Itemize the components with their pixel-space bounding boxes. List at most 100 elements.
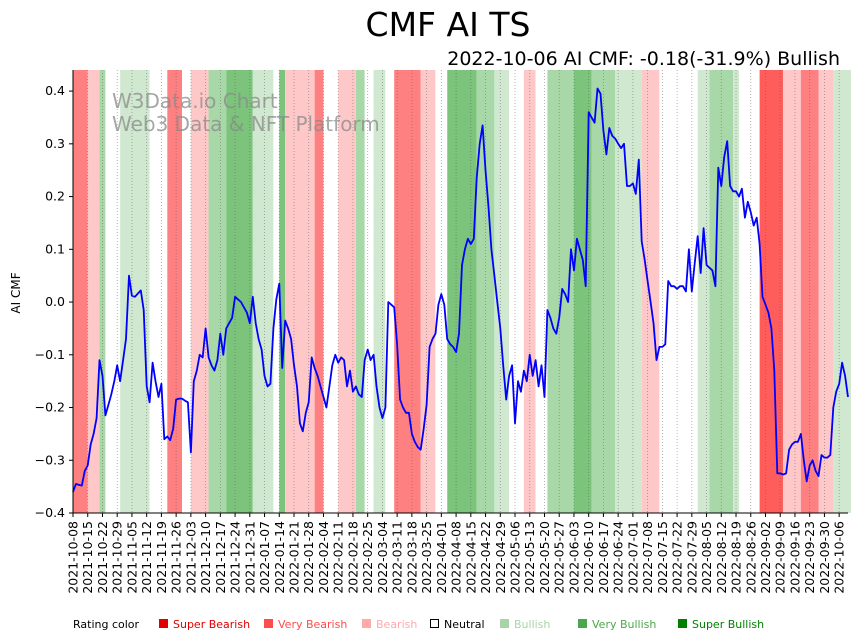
- x-tick-label: 2022-06-10: [581, 521, 596, 594]
- y-tick-label: −0.2: [35, 400, 65, 415]
- legend-swatch: [362, 619, 371, 628]
- chart-subtitle: 2022-10-06 AI CMF: -0.18(-31.9%) Bullish: [447, 48, 840, 70]
- rating-band-very_bullish: [591, 70, 616, 513]
- x-tick-label: 2022-07-01: [625, 521, 640, 594]
- rating-band-bearish: [190, 70, 209, 513]
- legend-swatch: [678, 619, 687, 628]
- rating-band-bullish: [252, 70, 274, 513]
- x-tick-label: 2022-07-29: [684, 521, 699, 594]
- rating-band-neutral: [182, 70, 191, 513]
- x-tick-label: 2022-09-23: [802, 521, 817, 594]
- x-tick-label: 2022-04-29: [493, 521, 508, 594]
- axes: −0.4 −0.3 −0.2 −0.1 0.0 0.1 0.2 0.3 0.4 2021-10-0…: [35, 70, 848, 594]
- x-tick-label: 2022-07-08: [640, 521, 655, 594]
- legend-item-neutral: Neutral: [444, 618, 485, 631]
- x-tick-label: 2022-09-02: [758, 521, 773, 594]
- x-tick-label: 2022-05-27: [552, 521, 567, 594]
- x-tick-label: 2022-03-04: [375, 521, 390, 594]
- rating-band-bullish: [494, 70, 510, 513]
- x-tick-label: 2022-05-20: [537, 521, 552, 594]
- y-tick-label: −0.1: [35, 347, 65, 362]
- x-tick-label: 2022-06-17: [596, 521, 611, 594]
- rating-band-very_bullish: [547, 70, 574, 513]
- rating-band-bullish: [833, 70, 851, 513]
- y-tick-label: 0.0: [45, 294, 65, 309]
- rating-band-very_bearish: [314, 70, 324, 513]
- rating-band-neutral: [149, 70, 168, 513]
- x-tick-label: 2021-12-24: [228, 521, 243, 594]
- series-layer: [72, 87, 849, 493]
- rating-band-very_bullish: [208, 70, 227, 513]
- rating-band-bullish: [615, 70, 642, 513]
- watermark-line-2: Web3 Data & NFT Platform: [112, 112, 380, 136]
- x-tick-label: 2022-10-06: [832, 521, 847, 594]
- rating-band-neutral: [364, 70, 374, 513]
- y-tick-label: −0.3: [35, 452, 65, 467]
- rating-band-neutral: [509, 70, 524, 513]
- rating-band-bearish: [338, 70, 356, 513]
- x-tick-label: 2022-02-11: [331, 521, 346, 594]
- x-tick-label: 2022-04-01: [434, 521, 449, 594]
- rating-band-bullish: [120, 70, 150, 513]
- rating-bands: [73, 70, 851, 513]
- legend-title: Rating color: [73, 618, 140, 631]
- x-tick-label: 2021-11-26: [169, 521, 184, 594]
- legend-item-very-bullish: Very Bullish: [592, 618, 656, 631]
- rating-band-neutral: [273, 70, 280, 513]
- legend-swatch: [500, 619, 509, 628]
- x-tick-label: 2022-07-22: [670, 521, 685, 594]
- x-tick-label: 2022-02-18: [345, 521, 360, 594]
- rating-band-very_bearish: [167, 70, 183, 513]
- x-tick-label: 2021-10-08: [66, 521, 81, 594]
- rating-band-very_bearish: [800, 70, 819, 513]
- rating-band-bearish: [285, 70, 315, 513]
- x-tick-label: 2022-09-16: [787, 521, 802, 594]
- x-tick-label: 2022-02-04: [316, 521, 331, 594]
- rating-band-very_bullish: [476, 70, 495, 513]
- legend-swatch: [430, 619, 439, 628]
- rating-band-bearish: [523, 70, 536, 513]
- x-tick-label: 2022-04-22: [478, 521, 493, 594]
- rating-band-super_bullish: [226, 70, 253, 513]
- x-tick-label: 2021-11-19: [154, 521, 169, 594]
- x-tick-label: 2022-04-08: [449, 521, 464, 594]
- y-axis-label: AI CMF: [9, 272, 23, 313]
- y-tick-label: 0.1: [45, 241, 65, 256]
- rating-band-bullish: [697, 70, 710, 513]
- y-tick-label: 0.3: [45, 136, 65, 151]
- y-tick-label: 0.4: [45, 83, 65, 98]
- rating-band-neutral: [435, 70, 448, 513]
- x-tick-label: 2021-10-15: [80, 521, 95, 594]
- x-tick-label: 2022-01-21: [287, 521, 302, 594]
- rating-band-neutral: [738, 70, 760, 513]
- series-line-ai-cmf: [72, 87, 849, 493]
- x-tick-label: 2022-09-09: [773, 521, 788, 594]
- rating-band-bearish: [87, 70, 100, 513]
- legend-item-super-bullish: Super Bullish: [692, 618, 764, 631]
- rating-band-very_bullish: [99, 70, 106, 513]
- x-tick-label: 2022-06-03: [566, 521, 581, 594]
- watermark: W3Data.io Chart Web3 Data & NFT Platform: [112, 89, 380, 136]
- legend-item-very-bearish: Very Bearish: [278, 618, 347, 631]
- rating-band-very_bullish: [709, 70, 734, 513]
- x-tick-label: 2022-08-12: [714, 521, 729, 594]
- rating-band-bearish: [818, 70, 834, 513]
- x-tick-label: 2022-05-13: [522, 521, 537, 594]
- chart-title: CMF AI TS: [366, 5, 531, 44]
- x-tick-label: 2022-03-11: [390, 521, 405, 594]
- rating-band-bearish: [641, 70, 660, 513]
- rating-band-bearish: [420, 70, 436, 513]
- rating-band-very_bullish: [355, 70, 365, 513]
- x-tick-label: 2021-10-22: [95, 521, 110, 594]
- rating-band-bullish: [733, 70, 739, 513]
- x-tick-label: 2022-09-30: [817, 521, 832, 594]
- x-tick-label: 2021-12-17: [213, 521, 228, 594]
- x-tick-label: 2022-01-14: [272, 521, 287, 594]
- rating-band-bearish: [783, 70, 801, 513]
- x-tick-label: 2022-08-26: [743, 521, 758, 594]
- rating-band-neutral: [385, 70, 395, 513]
- x-tick-label: 2022-05-06: [508, 521, 523, 594]
- x-tick-label: 2021-12-03: [183, 521, 198, 594]
- x-tick-label: 2021-10-29: [110, 521, 125, 594]
- rating-band-super_bullish: [279, 70, 286, 513]
